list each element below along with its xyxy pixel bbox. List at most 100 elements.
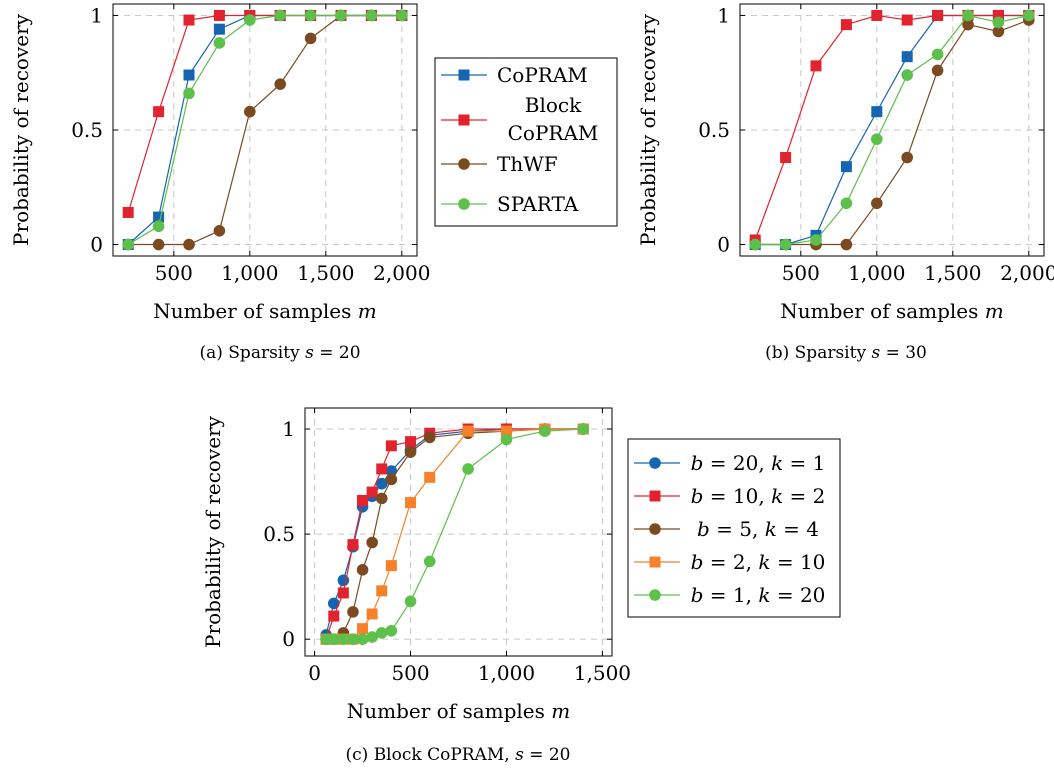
chart-b: 500 1,000 1,500 2,000 0 0.5 1 Number of samples…	[636, 3, 1054, 363]
data-point	[337, 574, 350, 587]
data-point	[385, 560, 397, 572]
data-point	[405, 497, 417, 509]
data-point	[931, 64, 944, 77]
caption: (a) Sparsity s = 20	[199, 343, 360, 363]
series-0	[320, 423, 590, 641]
legend-val-b: = 20,	[703, 451, 771, 475]
legend-var-k: k	[765, 517, 777, 541]
data-point	[462, 463, 474, 475]
data-point	[347, 633, 359, 645]
legend-val-k: = 20	[770, 583, 825, 607]
legend-val-k: = 1	[783, 451, 825, 475]
caption-var: s	[305, 343, 314, 363]
x-axis-label-var: m	[985, 299, 1004, 323]
series-line	[325, 428, 584, 640]
x-axis-label-var: m	[551, 699, 570, 723]
legend-var-b: b	[691, 583, 704, 607]
x-axis-label-text: Number of samples	[780, 299, 985, 323]
data-point	[901, 69, 913, 81]
legend-val-b: = 2,	[703, 550, 758, 574]
y-tick-label: 1	[90, 3, 103, 27]
data-point	[376, 585, 388, 597]
data-point	[337, 587, 349, 599]
data-point	[780, 151, 792, 163]
data-point	[376, 463, 388, 475]
data-point	[366, 631, 378, 643]
x-tick-label: 500	[782, 261, 820, 285]
series-line	[325, 428, 584, 636]
legend-label: b = 2, k = 10	[691, 550, 826, 574]
data-point	[577, 423, 590, 435]
data-point	[810, 60, 822, 72]
data-point	[871, 197, 883, 210]
data-point	[366, 608, 378, 620]
caption-value: = 30	[880, 343, 927, 363]
legend-marker	[458, 114, 470, 126]
x-axis-label-text: Number of samples	[153, 299, 358, 323]
legend-val-k: = 10	[770, 550, 825, 574]
series-2	[749, 14, 1035, 251]
data-point	[356, 564, 369, 576]
data-point	[183, 238, 195, 251]
data-point	[337, 633, 350, 645]
x-axis-label-text: Number of samples	[347, 699, 552, 723]
data-point	[375, 477, 388, 490]
y-tick-label: 0.5	[71, 118, 103, 142]
legend-label: Block	[525, 93, 582, 117]
series-line	[755, 14, 1029, 246]
legend-label: ThWF	[497, 152, 558, 176]
x-tick-label: 1,000	[848, 261, 905, 285]
data-point	[122, 206, 134, 218]
data-point	[779, 238, 792, 251]
data-point	[357, 494, 369, 506]
data-point	[375, 492, 388, 505]
data-point	[423, 431, 436, 444]
legend-marker	[649, 556, 661, 568]
x-tick-label: 1,500	[297, 261, 354, 285]
data-point	[152, 238, 165, 251]
data-point	[932, 9, 944, 21]
data-point	[328, 610, 340, 622]
legend-label: b = 5, k = 4	[697, 517, 819, 541]
legend-label: b = 10, k = 2	[691, 484, 826, 508]
series-3	[749, 9, 1035, 251]
data-point	[356, 633, 369, 645]
data-point	[357, 623, 369, 635]
chart-c: 0 500 1,000 1,500 0 0.5 1 Number of samples m Pr…	[201, 407, 841, 765]
legend-var-k: k	[771, 484, 783, 508]
data-point	[396, 9, 408, 22]
y-axis-label: Probability of recovery	[636, 13, 660, 246]
data-point	[213, 9, 225, 21]
data-point	[327, 633, 340, 645]
data-point	[213, 225, 226, 237]
series-2	[122, 9, 408, 251]
data-point	[840, 238, 853, 251]
series-0	[749, 9, 1035, 251]
data-point	[840, 19, 852, 31]
data-point	[840, 161, 852, 173]
x-tick-label: 1,500	[574, 661, 631, 685]
data-point	[500, 425, 512, 437]
data-point	[347, 606, 359, 618]
x-tick-label: 0	[308, 661, 321, 685]
y-tick-label: 1	[282, 417, 295, 441]
data-point	[901, 14, 913, 26]
data-point	[366, 486, 378, 498]
caption-text: (a) Sparsity	[199, 343, 305, 363]
legend-marker	[649, 589, 661, 601]
data-point	[500, 433, 513, 446]
data-point	[962, 18, 974, 31]
y-tick-label: 0	[717, 233, 730, 257]
series-0	[122, 9, 408, 251]
series-3	[122, 9, 408, 251]
caption-var: s	[515, 745, 524, 765]
caption: (b) Sparsity s = 30	[765, 343, 927, 363]
x-tick-label: 1,000	[221, 261, 278, 285]
data-point	[183, 69, 195, 81]
data-point	[840, 197, 853, 210]
data-point	[385, 624, 398, 637]
series-4	[320, 423, 590, 645]
legend-label: SPARTA	[497, 192, 579, 216]
data-point	[213, 23, 225, 35]
